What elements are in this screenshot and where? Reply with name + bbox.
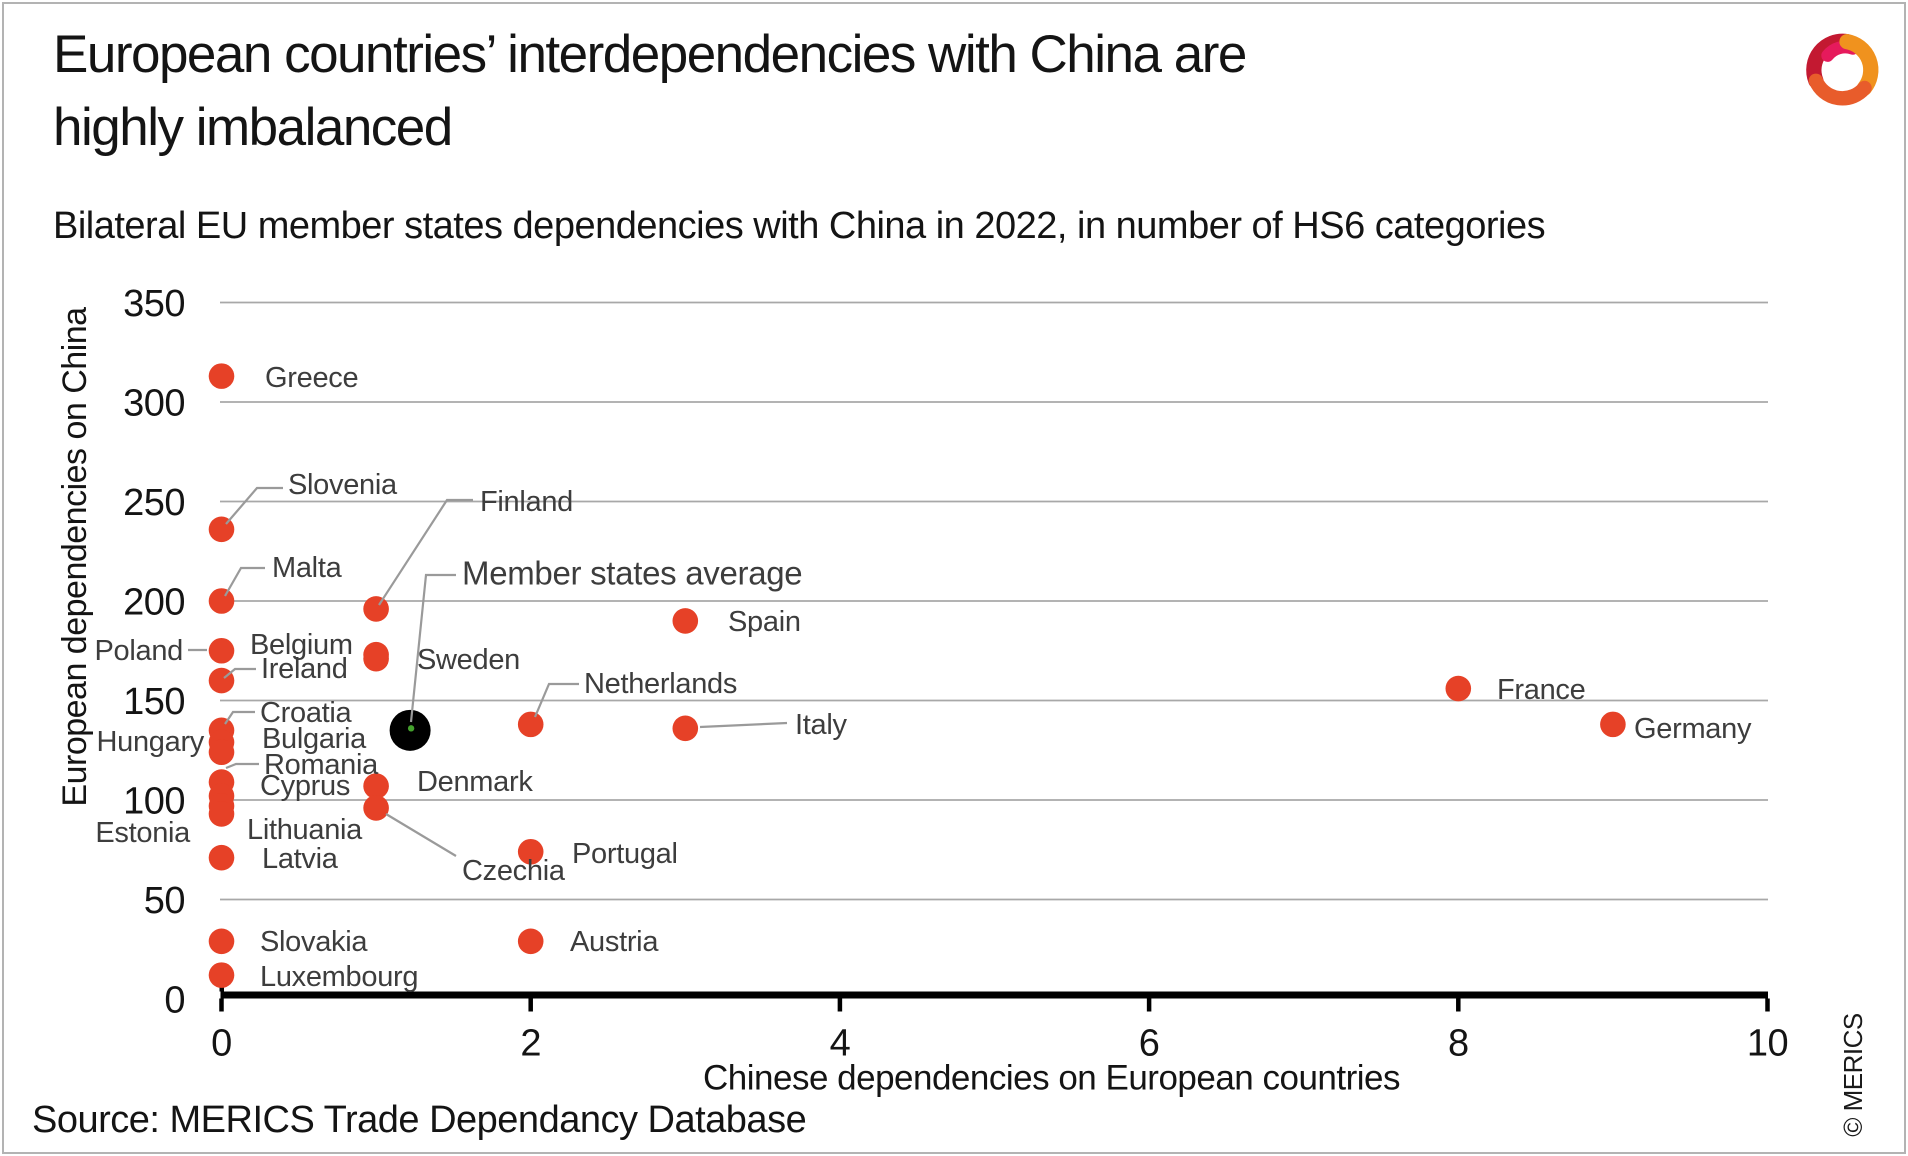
x-tick-10 <box>1765 998 1770 1012</box>
x-axis-line <box>220 991 1768 999</box>
data-point-czechia <box>363 795 389 821</box>
country-label-estonia: Estonia <box>95 817 191 849</box>
country-label-denmark: Denmark <box>417 766 533 798</box>
leader-line-netherlands <box>533 682 579 718</box>
x-axis-start-cap <box>219 986 224 992</box>
country-label-belgium: Belgium <box>250 629 353 661</box>
leader-line-croatia <box>224 710 255 725</box>
data-point-poland <box>208 637 235 664</box>
x-tick-8 <box>1456 998 1461 1012</box>
country-label-ireland: Ireland <box>261 653 348 685</box>
country-label-romania: Romania <box>264 749 379 781</box>
y-axis-title: European dependencies on China <box>56 307 94 807</box>
data-point-portugal <box>517 838 544 865</box>
x-tick-label-10: 10 <box>1747 1022 1788 1064</box>
country-label-italy: Italy <box>795 709 847 741</box>
country-label-poland: Poland <box>95 635 184 667</box>
data-point-austria <box>517 928 544 955</box>
y-tick-label-200: 200 <box>123 581 185 623</box>
x-tick-label-6: 6 <box>1139 1022 1160 1064</box>
y-tick-label-0: 0 <box>164 979 185 1021</box>
x-tick-4 <box>837 998 843 1012</box>
country-label-cyprus: Cyprus <box>260 770 350 802</box>
leader-line-ireland <box>223 667 256 679</box>
x-axis-title: Chinese dependencies on European countri… <box>703 1058 1400 1097</box>
page-subtitle: Bilateral EU member states dependencies … <box>53 205 1546 247</box>
country-label-sweden: Sweden <box>417 644 520 676</box>
country-label-lithuania: Lithuania <box>247 814 363 846</box>
data-point-hungary <box>208 739 235 766</box>
average-leader-line <box>409 573 456 723</box>
y-tick-label-50: 50 <box>144 880 185 922</box>
x-tick-0 <box>219 998 224 1012</box>
y-tick-label-250: 250 <box>123 482 185 524</box>
leader-line-slovenia <box>225 486 283 525</box>
country-label-hungary: Hungary <box>96 726 204 758</box>
merics-logo-icon <box>1806 33 1879 106</box>
country-label-spain: Spain <box>728 606 801 638</box>
country-label-czechia: Czechia <box>462 855 566 887</box>
page-title: European countries’ interdependencies wi… <box>53 25 1247 157</box>
data-point-greece <box>208 363 235 389</box>
x-tick-label-2: 2 <box>520 1022 541 1064</box>
y-tick-label-150: 150 <box>123 681 185 723</box>
leader-line-romania <box>225 762 259 770</box>
leader-line-malta <box>224 566 265 597</box>
leader-line-czechia <box>385 813 457 857</box>
x-tick-label-0: 0 <box>211 1022 232 1064</box>
data-point-germany <box>1600 711 1626 738</box>
country-label-netherlands: Netherlands <box>584 668 737 700</box>
country-label-france: France <box>1497 674 1585 706</box>
data-point-slovakia <box>208 928 235 955</box>
x-tick-6 <box>1146 998 1152 1012</box>
country-label-malta: Malta <box>272 552 343 584</box>
country-label-greece: Greece <box>265 362 358 394</box>
x-tick-label-8: 8 <box>1448 1022 1469 1064</box>
y-tick-label-300: 300 <box>123 382 185 424</box>
country-label-finland: Finland <box>480 486 573 518</box>
data-point-latvia <box>208 844 235 871</box>
data-point-lithuania <box>208 801 235 827</box>
data-point-italy <box>672 715 699 742</box>
data-point-malta <box>208 588 235 614</box>
source-note: Source: MERICS Trade Dependancy Database <box>32 1099 807 1141</box>
y-tick-label-350: 350 <box>123 283 185 325</box>
country-label-luxembourg: Luxembourg <box>260 961 418 993</box>
data-point-netherlands <box>517 711 544 738</box>
leader-line-finland <box>378 498 473 606</box>
x-tick-label-4: 4 <box>830 1022 851 1064</box>
x-tick-2 <box>528 998 533 1012</box>
data-point-belgium <box>363 645 389 672</box>
y-tick-label-100: 100 <box>123 780 185 822</box>
data-point-finland <box>363 596 389 622</box>
copyright-note: © MERICS <box>1837 1013 1868 1137</box>
data-point-spain <box>672 608 699 634</box>
country-label-austria: Austria <box>570 926 659 958</box>
country-label-slovenia: Slovenia <box>288 469 398 501</box>
data-point-denmark <box>363 773 389 799</box>
country-label-croatia: Croatia <box>260 697 353 729</box>
leader-line-italy <box>699 721 788 729</box>
average-marker-center <box>407 725 415 732</box>
country-label-slovakia: Slovakia <box>260 926 368 958</box>
country-label-latvia: Latvia <box>262 843 339 875</box>
country-label-bulgaria: Bulgaria <box>262 723 367 755</box>
data-point-france <box>1445 675 1472 702</box>
average-label: Member states average <box>462 555 802 592</box>
country-label-portugal: Portugal <box>572 838 678 870</box>
country-label-germany: Germany <box>1634 713 1752 745</box>
data-point-luxembourg <box>208 962 235 988</box>
